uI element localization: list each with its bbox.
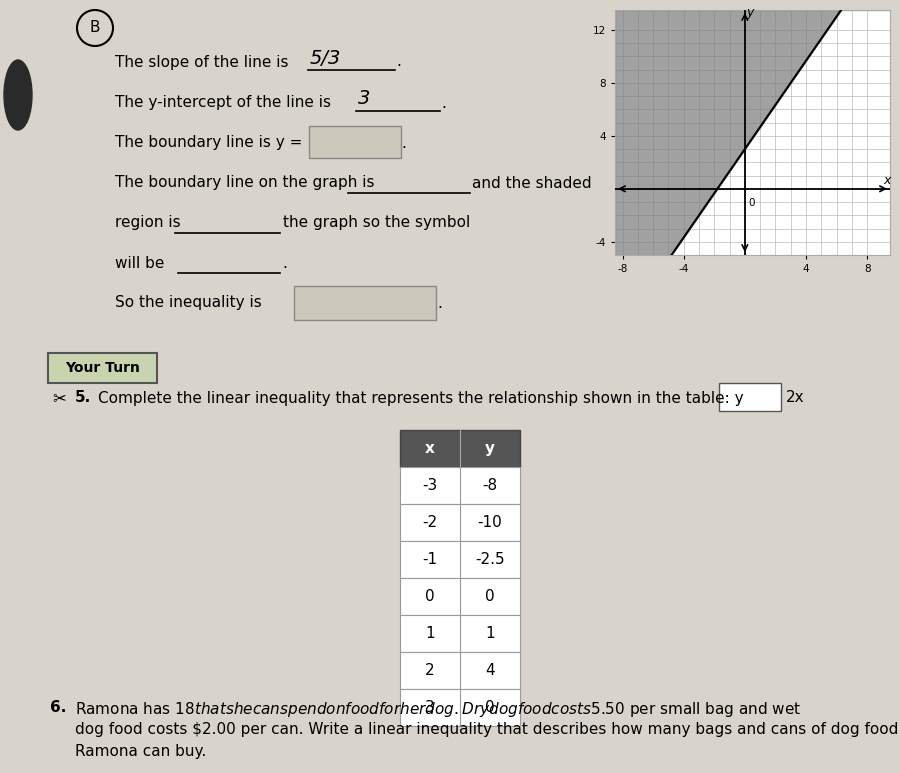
Text: -2: -2 <box>422 515 437 530</box>
FancyBboxPatch shape <box>400 652 520 689</box>
Text: -2.5: -2.5 <box>475 552 505 567</box>
FancyBboxPatch shape <box>400 467 520 504</box>
Text: .: . <box>441 96 446 111</box>
Text: .: . <box>437 295 442 311</box>
Text: -1: -1 <box>422 552 437 567</box>
FancyBboxPatch shape <box>48 353 157 383</box>
Text: 0: 0 <box>485 589 495 604</box>
Text: .: . <box>401 135 406 151</box>
Text: The boundary line is y =: The boundary line is y = <box>115 135 302 151</box>
FancyBboxPatch shape <box>400 689 520 726</box>
Text: 5/3: 5/3 <box>310 49 341 67</box>
Text: dog food costs $2.00 per can. Write a linear inequality that describes how many : dog food costs $2.00 per can. Write a li… <box>75 722 898 737</box>
Text: So the inequality is: So the inequality is <box>115 295 262 311</box>
FancyBboxPatch shape <box>400 430 520 467</box>
Text: y: y <box>485 441 495 456</box>
Text: 4: 4 <box>485 663 495 678</box>
Text: 1: 1 <box>485 626 495 641</box>
FancyBboxPatch shape <box>400 615 520 652</box>
Text: 3: 3 <box>358 90 371 108</box>
FancyBboxPatch shape <box>400 578 520 615</box>
Text: .: . <box>282 256 287 271</box>
Text: B: B <box>90 21 100 36</box>
Text: x: x <box>425 441 435 456</box>
Text: 6.: 6. <box>50 700 67 715</box>
Text: Complete the linear inequality that represents the relationship shown in the tab: Complete the linear inequality that repr… <box>98 390 743 406</box>
Ellipse shape <box>4 60 32 130</box>
Text: Your Turn: Your Turn <box>66 361 140 375</box>
Text: will be: will be <box>115 256 165 271</box>
Text: region is: region is <box>115 216 181 230</box>
Text: ✂: ✂ <box>52 389 66 407</box>
Text: The slope of the line is: The slope of the line is <box>115 55 289 70</box>
Text: 0: 0 <box>425 589 435 604</box>
Text: -3: -3 <box>422 478 437 493</box>
Text: The boundary line on the graph is: The boundary line on the graph is <box>115 175 374 190</box>
FancyBboxPatch shape <box>719 383 781 411</box>
Text: The y-intercept of the line is: The y-intercept of the line is <box>115 96 331 111</box>
Text: 0: 0 <box>485 700 495 715</box>
FancyBboxPatch shape <box>400 504 520 541</box>
Text: 2: 2 <box>425 663 435 678</box>
Text: 1: 1 <box>425 626 435 641</box>
Text: -8: -8 <box>482 478 498 493</box>
Text: Ramona can buy.: Ramona can buy. <box>75 744 206 759</box>
Text: 0: 0 <box>749 198 755 208</box>
Text: .: . <box>396 55 400 70</box>
Text: and the shaded: and the shaded <box>472 175 591 190</box>
Text: -10: -10 <box>478 515 502 530</box>
FancyBboxPatch shape <box>294 286 436 320</box>
FancyBboxPatch shape <box>309 126 401 158</box>
Text: x: x <box>883 175 891 187</box>
Text: 3: 3 <box>425 700 435 715</box>
Text: 5.: 5. <box>75 390 91 406</box>
FancyBboxPatch shape <box>400 541 520 578</box>
Text: 2x: 2x <box>786 390 805 406</box>
Text: Ramona has $18 that she can spend on food for her dog. Dry dog food costs $5.50 : Ramona has $18 that she can spend on foo… <box>75 700 801 719</box>
Text: the graph so the symbol: the graph so the symbol <box>283 216 470 230</box>
Text: y: y <box>746 6 754 19</box>
